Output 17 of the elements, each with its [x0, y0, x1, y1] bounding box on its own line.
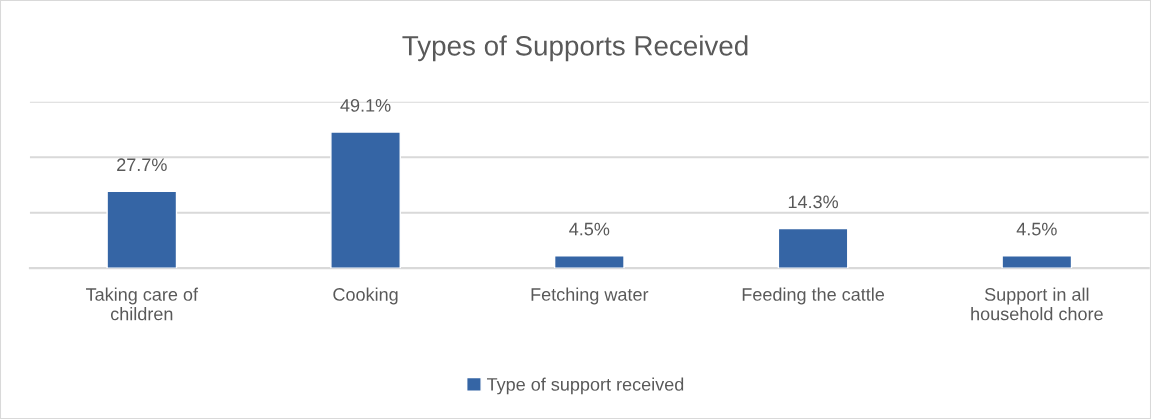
x-tick-label: Cooking: [333, 287, 398, 305]
x-tick-label: Taking care of children: [86, 287, 199, 321]
data-label: 14.3%: [788, 195, 839, 209]
data-label: 49.1%: [340, 99, 391, 112]
chart-title: Types of Supports Received: [402, 35, 748, 62]
data-label: 4.5%: [1016, 222, 1057, 236]
data-label: 27.7%: [117, 158, 167, 172]
x-tick-label: Feeding the cattle: [742, 287, 885, 305]
legend-label: Type of support received: [486, 377, 684, 395]
bar: [330, 131, 401, 269]
bar: [1001, 254, 1073, 269]
bar: [777, 227, 849, 269]
x-tick-label: Support in all household chore: [971, 287, 1103, 321]
data-label: 4.5%: [569, 222, 610, 236]
bar: [106, 190, 178, 269]
x-tick-label: Fetching water: [531, 287, 649, 305]
bar: [553, 254, 625, 269]
